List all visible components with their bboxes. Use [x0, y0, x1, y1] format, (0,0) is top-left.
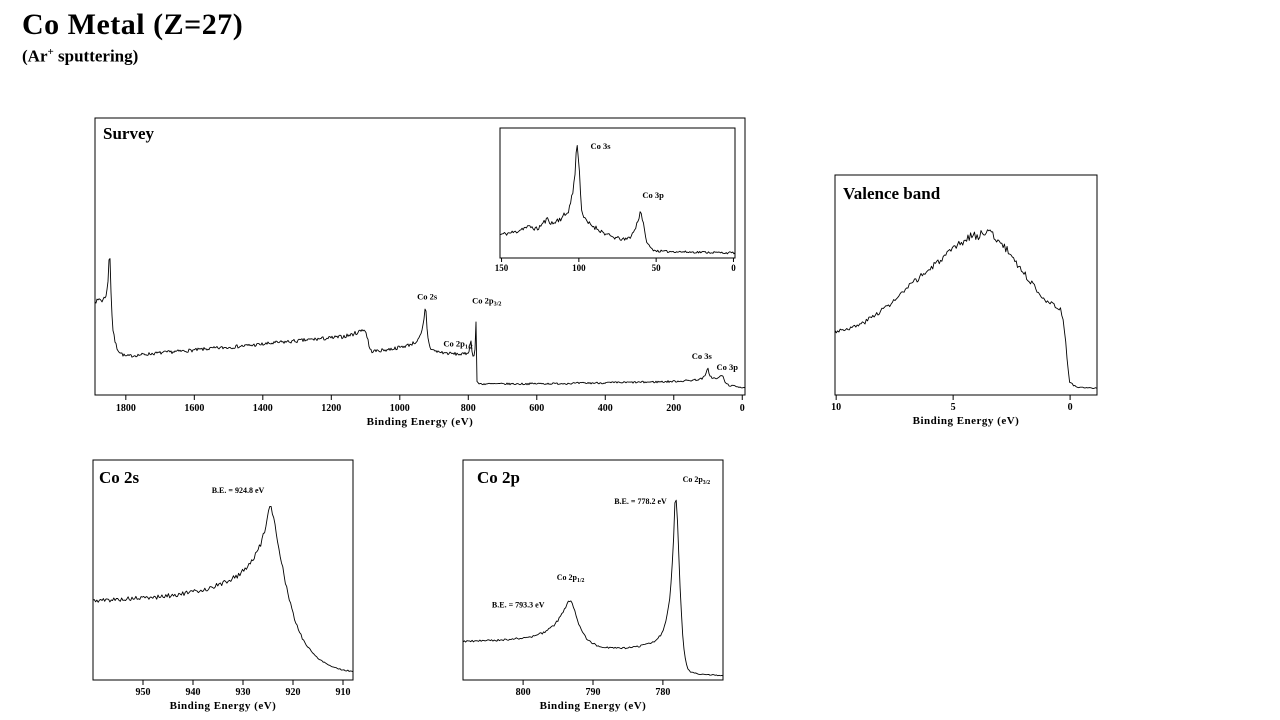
- svg-text:1600: 1600: [184, 403, 204, 414]
- svg-text:Co 2p3/2: Co 2p3/2: [683, 475, 711, 486]
- svg-text:Binding Energy (eV): Binding Energy (eV): [540, 700, 647, 712]
- svg-text:Co 2s: Co 2s: [417, 291, 438, 301]
- svg-text:0: 0: [731, 263, 736, 273]
- svg-text:5: 5: [951, 402, 956, 413]
- svg-text:930: 930: [236, 687, 251, 698]
- svg-text:Co 3s: Co 3s: [590, 141, 611, 151]
- subtitle-pre: (Ar: [22, 46, 48, 66]
- svg-text:Binding Energy (eV): Binding Energy (eV): [170, 700, 277, 712]
- svg-text:0: 0: [1068, 402, 1073, 413]
- survey-inset-panel: 150 100 50 0 Co 3s Co 3p: [495, 124, 745, 274]
- svg-text:Binding Energy (eV): Binding Energy (eV): [913, 415, 1020, 427]
- svg-text:940: 940: [186, 687, 201, 698]
- subtitle-superscript: +: [47, 46, 54, 58]
- svg-text:100: 100: [572, 263, 586, 273]
- svg-text:800: 800: [516, 687, 531, 698]
- co2p-title: Co 2p: [477, 468, 520, 487]
- svg-text:1400: 1400: [253, 403, 273, 414]
- svg-text:Co 3p: Co 3p: [716, 362, 738, 372]
- svg-text:B.E. = 924.8 eV: B.E. = 924.8 eV: [212, 486, 265, 495]
- co2s-plot: 950 940 930 920 910 Binding Energy (eV) B.E. =…: [92, 459, 354, 712]
- svg-text:910: 910: [336, 687, 351, 698]
- valence-band-plot: 10 5 0 Binding Energy (eV): [831, 174, 1098, 427]
- subtitle-post: sputtering): [53, 46, 139, 66]
- page-title: Co Metal (Z=27): [22, 8, 244, 41]
- svg-text:150: 150: [495, 263, 509, 273]
- page-subtitle: (Ar+ sputtering): [22, 46, 243, 67]
- survey-title: Survey: [103, 124, 154, 143]
- svg-text:Binding Energy (eV): Binding Energy (eV): [367, 416, 474, 428]
- svg-text:600: 600: [529, 403, 544, 414]
- svg-text:400: 400: [598, 403, 613, 414]
- co2p-panel: 800 790 780 Binding Energy (eV) B.E. = 793.3…: [453, 452, 743, 720]
- svg-text:Co 2p1/2: Co 2p1/2: [557, 573, 585, 584]
- svg-text:200: 200: [666, 403, 681, 414]
- svg-text:Co 3s: Co 3s: [692, 351, 713, 361]
- co2p-plot: 800 790 780 Binding Energy (eV) B.E. = 793.3…: [462, 459, 724, 712]
- svg-text:1200: 1200: [321, 403, 341, 414]
- figure-header: Co Metal (Z=27) (Ar+ sputtering): [22, 8, 243, 67]
- svg-text:790: 790: [586, 687, 601, 698]
- valence-band-title: Valence band: [843, 184, 941, 203]
- svg-text:B.E. = 778.2 eV: B.E. = 778.2 eV: [614, 497, 667, 506]
- co2s-title: Co 2s: [99, 468, 140, 487]
- svg-text:10: 10: [831, 402, 841, 413]
- svg-text:1000: 1000: [390, 403, 410, 414]
- survey-inset-plot: 150 100 50 0 Co 3s Co 3p: [495, 127, 736, 273]
- svg-text:50: 50: [652, 263, 662, 273]
- svg-text:0: 0: [740, 403, 745, 414]
- svg-text:780: 780: [655, 687, 670, 698]
- svg-text:800: 800: [461, 403, 476, 414]
- svg-text:950: 950: [136, 687, 151, 698]
- svg-text:B.E. = 793.3 eV: B.E. = 793.3 eV: [492, 600, 545, 609]
- valence-band-panel: 10 5 0 Binding Energy (eV) Valence band: [825, 168, 1110, 430]
- svg-text:Co 3p: Co 3p: [642, 190, 664, 200]
- co2s-panel: 950 940 930 920 910 Binding Energy (eV) B.E. =…: [83, 452, 373, 720]
- svg-text:1800: 1800: [116, 403, 136, 414]
- svg-text:920: 920: [286, 687, 301, 698]
